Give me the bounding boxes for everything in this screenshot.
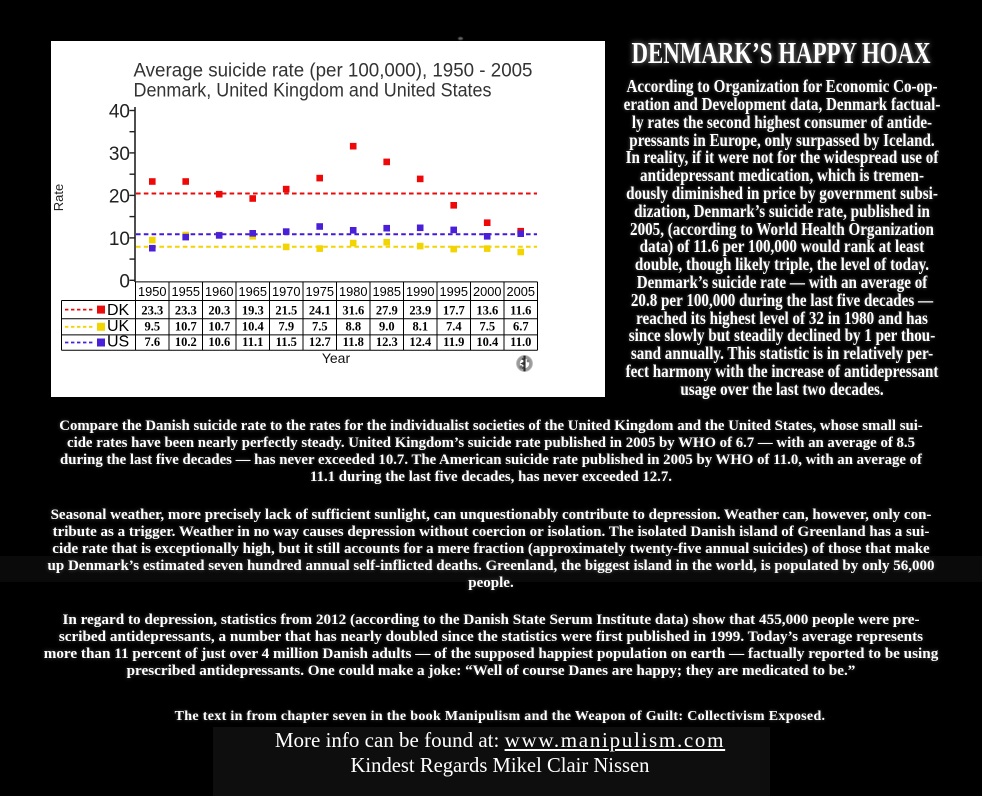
svg-text:Average suicide rate (per 100,: Average suicide rate (per 100,000), 1950… (134, 60, 533, 81)
svg-text:1965: 1965 (239, 284, 267, 299)
svg-text:9.5: 9.5 (144, 320, 160, 334)
svg-text:17.7: 17.7 (443, 303, 465, 317)
svg-text:11.8: 11.8 (343, 335, 364, 349)
svg-text:21.5: 21.5 (275, 303, 297, 317)
svg-text:12.7: 12.7 (309, 335, 331, 349)
svg-text:27.9: 27.9 (376, 303, 398, 317)
svg-text:10.6: 10.6 (208, 335, 230, 349)
svg-text:US: US (107, 334, 129, 351)
svg-text:Year: Year (322, 350, 351, 366)
svg-text:13.6: 13.6 (476, 303, 498, 317)
svg-text:11.1: 11.1 (242, 335, 263, 349)
svg-text:10.7: 10.7 (208, 320, 230, 334)
svg-text:7.5: 7.5 (312, 320, 328, 334)
svg-text:20.3: 20.3 (208, 303, 230, 317)
svg-text:19.3: 19.3 (242, 303, 264, 317)
svg-text:24.1: 24.1 (309, 303, 331, 317)
svg-text:10: 10 (109, 229, 130, 250)
svg-text:7.5: 7.5 (479, 320, 495, 334)
svg-text:8.8: 8.8 (345, 320, 361, 334)
svg-text:9.0: 9.0 (379, 320, 395, 334)
svg-text:1955: 1955 (172, 284, 200, 299)
svg-text:2000: 2000 (473, 284, 501, 299)
svg-text:10.7: 10.7 (175, 320, 197, 334)
svg-text:Denmark, United Kingdom and Un: Denmark, United Kingdom and United State… (134, 81, 492, 102)
svg-text:DK: DK (107, 302, 130, 319)
svg-text:12.3: 12.3 (376, 335, 398, 349)
svg-text:10.2: 10.2 (175, 335, 197, 349)
svg-text:11.5: 11.5 (276, 335, 297, 349)
svg-text:7.9: 7.9 (278, 320, 294, 334)
svg-text:1960: 1960 (205, 284, 233, 299)
svg-text:7.6: 7.6 (144, 335, 160, 349)
svg-text:1975: 1975 (306, 284, 334, 299)
svg-text:11.9: 11.9 (443, 335, 464, 349)
svg-text:20: 20 (109, 187, 130, 208)
svg-text:1990: 1990 (406, 284, 434, 299)
svg-text:31.6: 31.6 (342, 303, 364, 317)
svg-text:1995: 1995 (440, 284, 468, 299)
svg-text:1985: 1985 (373, 284, 401, 299)
svg-text:10.4: 10.4 (242, 320, 265, 334)
svg-text:1980: 1980 (339, 284, 367, 299)
svg-text:UK: UK (107, 318, 130, 335)
svg-text:0: 0 (119, 272, 130, 293)
svg-text:30: 30 (109, 144, 130, 165)
svg-text:23.9: 23.9 (409, 303, 431, 317)
svg-text:12.4: 12.4 (409, 335, 432, 349)
svg-text:10.4: 10.4 (476, 335, 499, 349)
svg-text:6.7: 6.7 (513, 320, 529, 334)
svg-text:1970: 1970 (272, 284, 300, 299)
svg-text:2005: 2005 (507, 284, 535, 299)
svg-text:40: 40 (109, 102, 130, 123)
svg-text:7.4: 7.4 (446, 320, 462, 334)
svg-text:8.1: 8.1 (412, 320, 428, 334)
svg-text:23.3: 23.3 (141, 303, 163, 317)
svg-text:1950: 1950 (138, 284, 166, 299)
svg-text:11.0: 11.0 (510, 335, 531, 349)
svg-text:11.6: 11.6 (510, 303, 531, 317)
svg-text:Rate: Rate (51, 184, 66, 211)
svg-text:23.3: 23.3 (175, 303, 197, 317)
